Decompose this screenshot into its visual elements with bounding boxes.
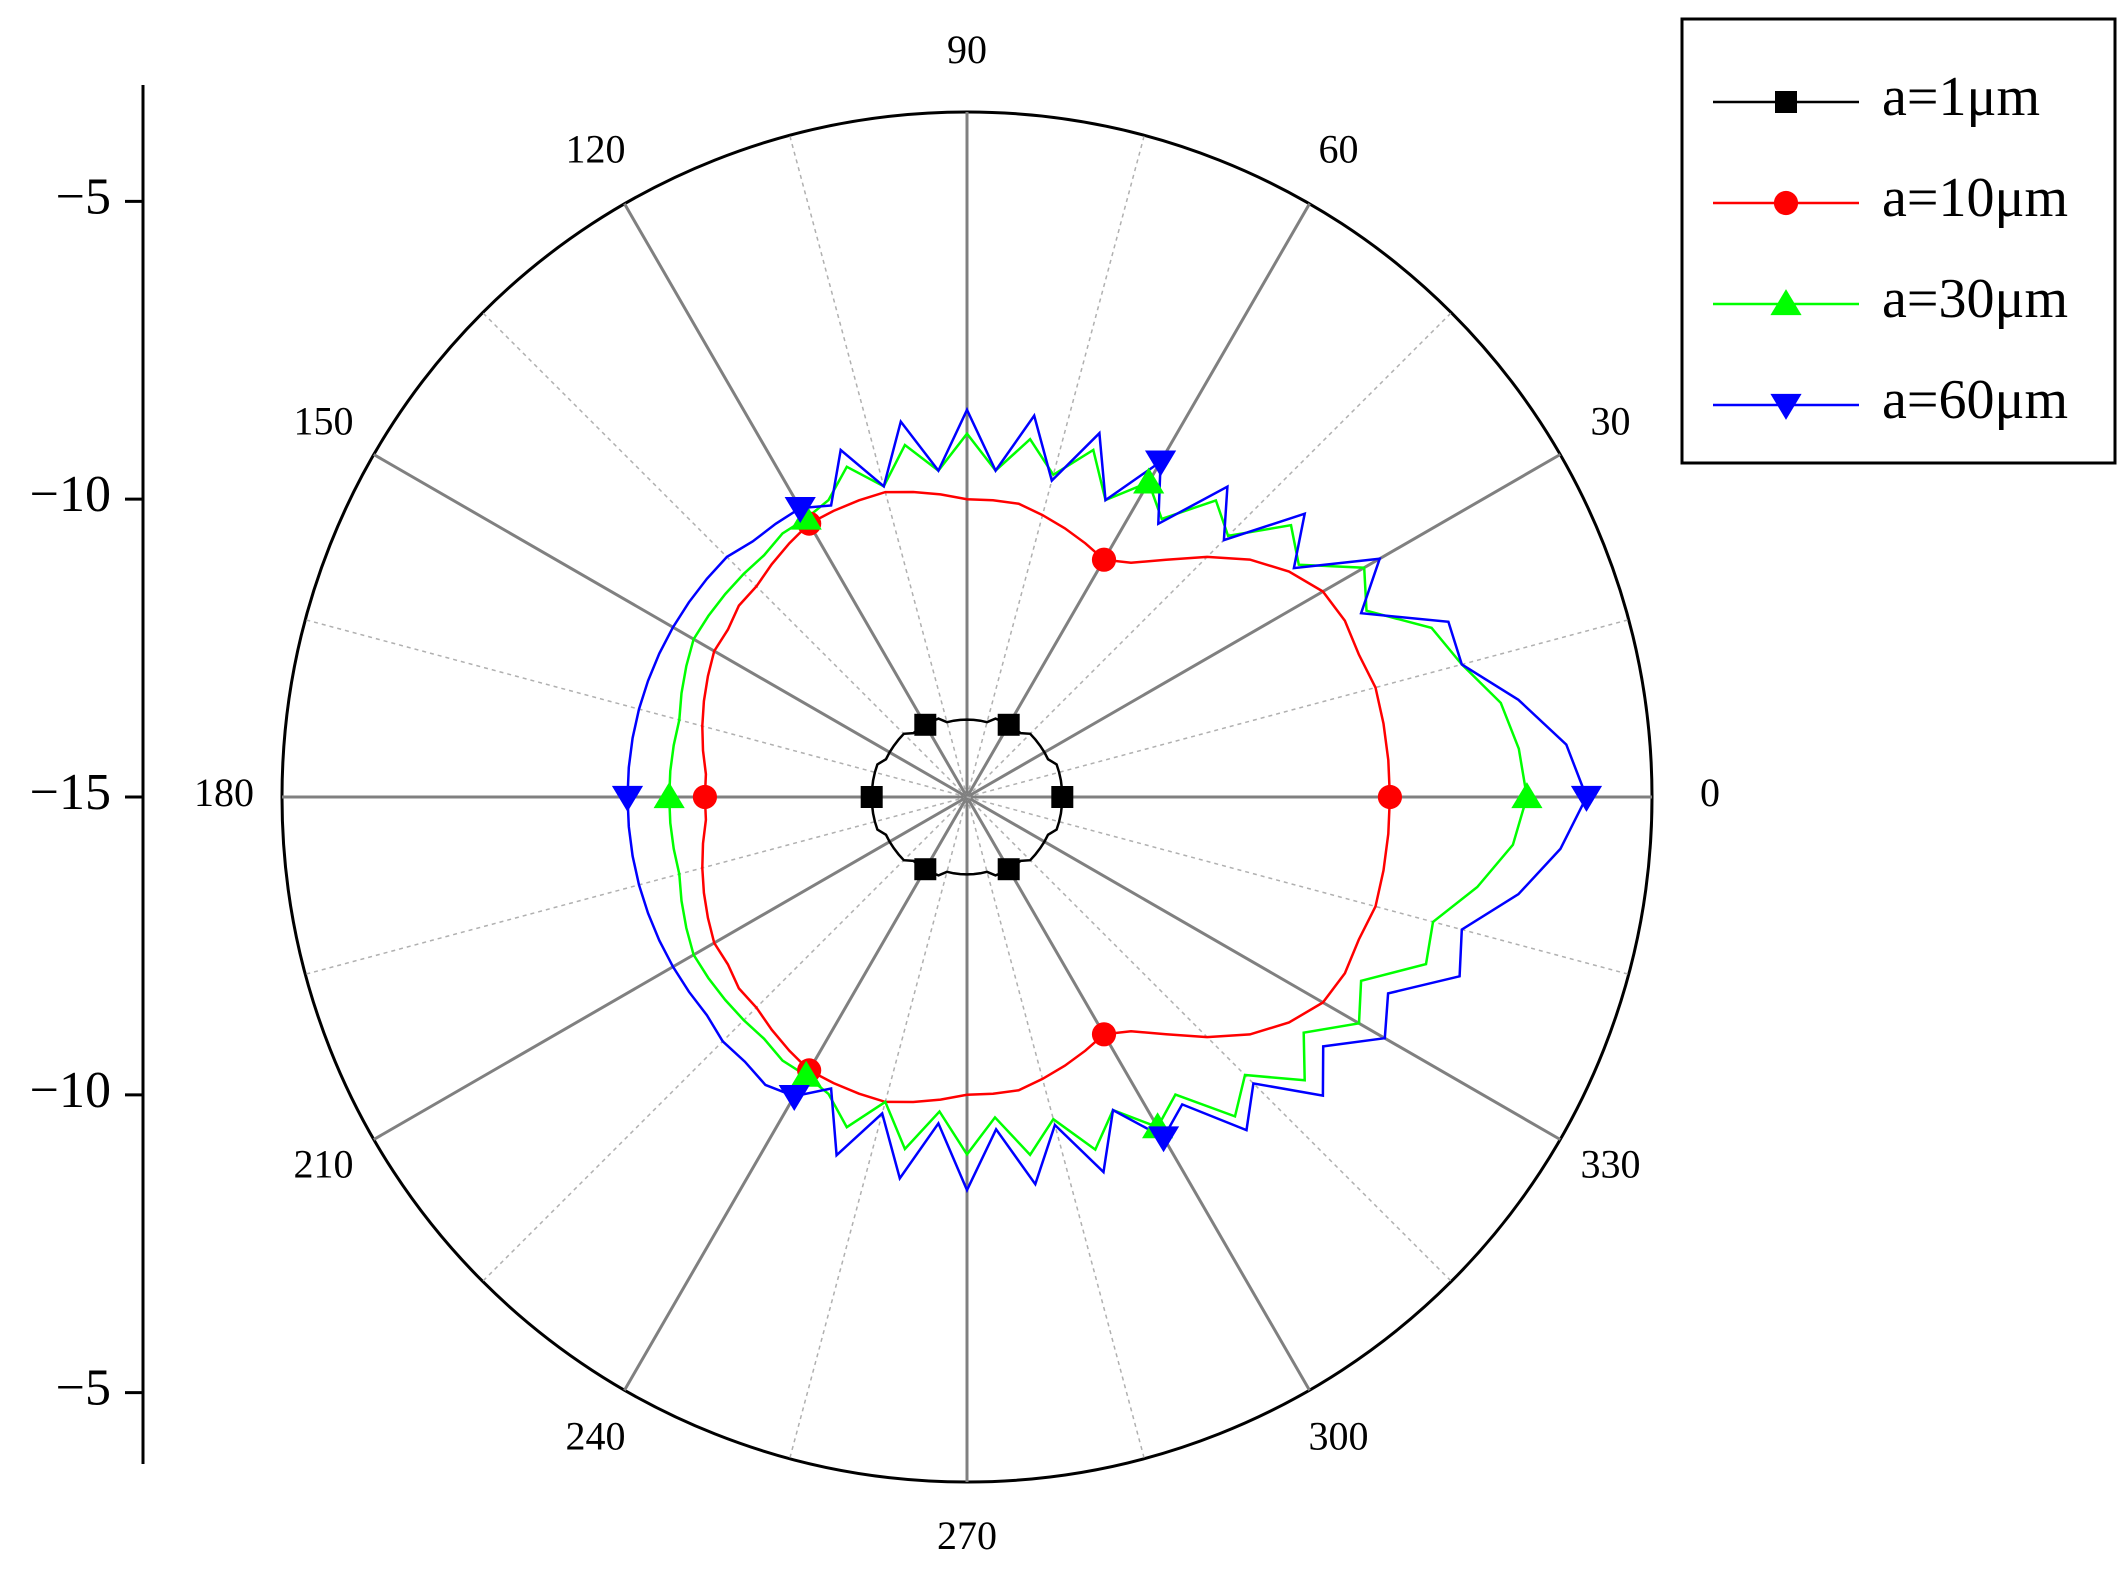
angle-tick-label: 0: [1700, 770, 1720, 815]
minor-grid-line: [966, 796, 1146, 1459]
marker: [860, 786, 883, 808]
marker: [914, 858, 937, 881]
angle-grid-line: [965, 796, 1311, 1391]
marker: [1147, 1126, 1180, 1153]
marker: [997, 858, 1020, 881]
minor-grid-line: [966, 796, 1452, 1282]
minor-grid-line: [966, 796, 1629, 976]
r-tick-label: −15: [30, 764, 111, 821]
legend-label: a=1μm: [1882, 66, 2040, 128]
minor-grid-line: [966, 312, 1452, 798]
angle-tick-label: 240: [566, 1414, 626, 1459]
angle-tick-label: 60: [1319, 127, 1359, 172]
marker: [653, 782, 685, 809]
angle-grid-line: [965, 203, 1311, 798]
angle-tick-label: 210: [294, 1142, 354, 1187]
marker: [784, 496, 816, 523]
r-tick-label: −5: [56, 168, 111, 225]
marker: [1511, 782, 1543, 809]
minor-grid-line: [966, 618, 1629, 798]
r-tick-label: −5: [56, 1360, 111, 1417]
angle-grid-line: [966, 453, 1561, 799]
angle-tick-label: 150: [294, 399, 354, 444]
legend-label: a=30μm: [1882, 268, 2068, 330]
marker: [1144, 450, 1177, 477]
angle-grid-line: [966, 795, 1561, 1141]
legend-label: a=60μm: [1882, 369, 2068, 431]
minor-grid-line: [788, 135, 968, 798]
marker: [1770, 289, 1802, 316]
minor-grid-line: [482, 312, 968, 798]
angle-grid-line: [373, 795, 968, 1141]
marker: [914, 713, 937, 736]
marker: [1091, 1022, 1117, 1047]
marker: [1570, 785, 1603, 812]
marker: [790, 503, 822, 530]
marker: [790, 1060, 822, 1087]
angle-tick-label: 120: [566, 127, 626, 172]
r-tick-label: −10: [30, 1062, 111, 1119]
angle-tick-label: 30: [1590, 399, 1630, 444]
minor-grid-line: [788, 796, 968, 1459]
minor-grid-line: [305, 618, 968, 798]
angle-grid-line: [373, 453, 968, 799]
angle-tick-label: 330: [1580, 1142, 1640, 1187]
marker: [1133, 467, 1165, 494]
legend-box: [1680, 17, 2117, 465]
marker: [778, 1085, 810, 1112]
minor-grid-line: [482, 796, 968, 1282]
marker: [997, 713, 1020, 736]
marker: [1770, 393, 1802, 420]
marker: [1775, 91, 1797, 113]
marker: [611, 785, 644, 812]
marker: [692, 784, 718, 810]
marker: [1377, 784, 1403, 810]
marker: [1773, 190, 1799, 216]
marker: [1051, 786, 1074, 808]
angle-tick-label: 90: [947, 27, 987, 72]
marker: [1091, 547, 1117, 572]
legend-label: a=10μm: [1882, 167, 2068, 229]
minor-grid-line: [966, 135, 1146, 798]
angle-tick-label: 270: [937, 1513, 997, 1558]
angle-tick-label: 300: [1309, 1414, 1369, 1459]
r-tick-label: −10: [30, 466, 111, 523]
minor-grid-line: [305, 796, 968, 976]
angle-tick-label: 180: [194, 770, 254, 815]
